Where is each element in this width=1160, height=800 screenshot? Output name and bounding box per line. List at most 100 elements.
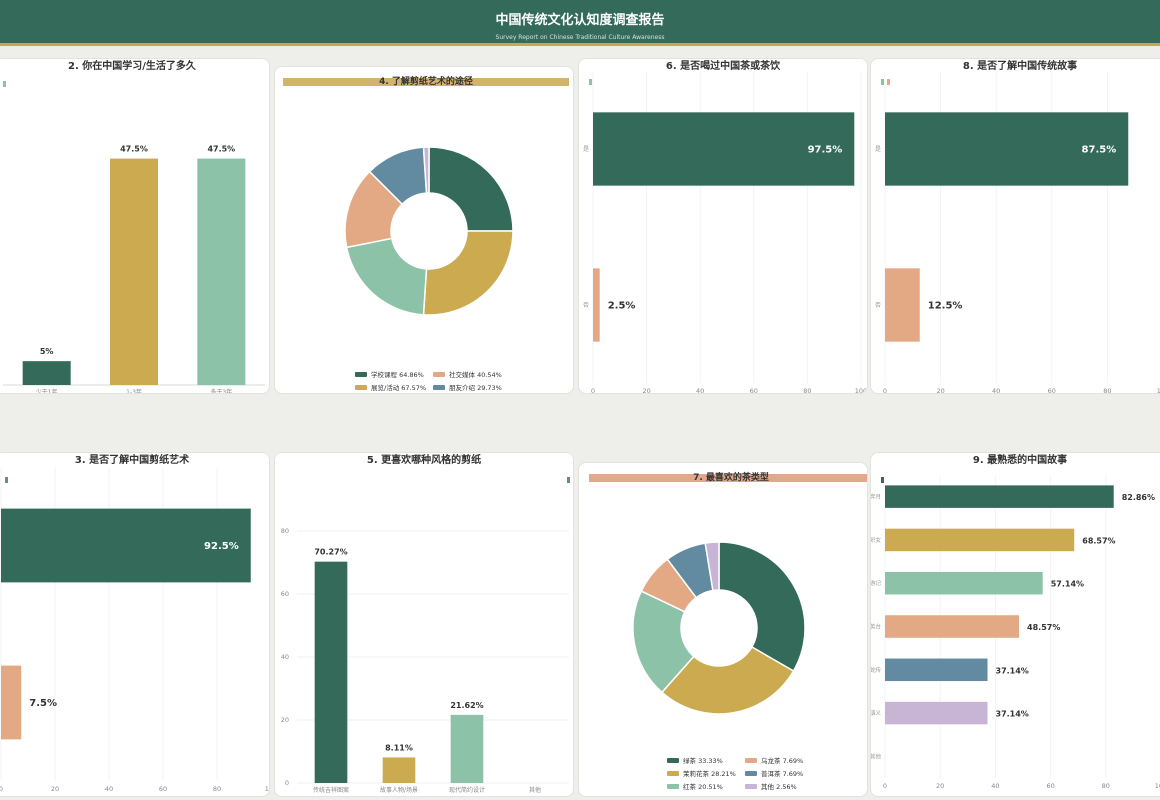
x-tick-label: 其他 — [529, 786, 541, 794]
bar — [450, 714, 484, 783]
chart-title-q3: 3. 是否了解中国剪纸艺术 — [74, 455, 190, 466]
x-tick-label: 80 — [803, 387, 811, 394]
data-label: 57.14% — [1051, 580, 1084, 589]
legend-swatch — [667, 770, 679, 776]
data-label: 92.5% — [204, 541, 239, 552]
bar — [22, 361, 71, 385]
bar — [885, 701, 988, 725]
chart-title-q2: 2. 你在中国学习/生活了多久 — [68, 61, 196, 72]
legend-item: 学校课程 64.86% — [355, 369, 433, 379]
x-tick-label: 60 — [1048, 387, 1056, 394]
legend-label: 乌龙茶 7.69% — [761, 757, 804, 765]
chart-title-q8: 8. 是否了解中国传统故事 — [962, 61, 1078, 72]
chart-title-q6: 6. 是否喝过中国茶或茶饮 — [665, 61, 781, 72]
data-label: 87.5% — [1082, 145, 1117, 156]
x-tick-label: 100 — [1157, 387, 1160, 394]
accent-mark — [589, 79, 592, 85]
legend-item: 绿茶 33.33% — [667, 755, 745, 765]
chart-panel-q8: 8. 是否了解中国传统故事 0 20 40 60 80 100 是 87.5% 否 12.5% — [870, 58, 1160, 394]
x-tick-label: 20 — [51, 785, 59, 793]
chart-panel-q2: 2. 你在中国学习/生活了多久 5% 少于1年 47.5% 1-3年 47.5% 多于3年 — [0, 58, 270, 394]
pie-slice — [632, 590, 695, 694]
pie-slice — [345, 237, 428, 316]
legend-item: 普洱茶 7.69% — [745, 768, 823, 778]
x-tick-label: 100 — [265, 785, 270, 793]
legend-label: 展览/活动 67.57% — [371, 384, 427, 392]
bar — [593, 112, 855, 186]
y-tick-label: 其他 — [871, 752, 881, 760]
y-tick-label: 否 — [583, 302, 589, 309]
accent-mark — [887, 79, 890, 85]
chart-panel-q9: 9. 最熟悉的中国故事 0 20 40 60 80 100 嫦娥奔月 82.86% 牛郎织女 68… — [870, 452, 1160, 797]
data-label: 21.62% — [450, 701, 483, 710]
legend-swatch — [745, 757, 757, 763]
data-label: 37.14% — [996, 710, 1029, 719]
bar — [885, 658, 988, 682]
y-tick-label: 梁山伯与祝英台 — [871, 623, 881, 631]
chart-panel-q4: 4. 了解剪纸艺术的途径 学校课程 64.86% 社交媒体 40.54% 展览/活动… — [274, 66, 574, 394]
accent-mark — [5, 477, 8, 483]
data-label: 97.5% — [808, 145, 843, 156]
x-tick-label: 20 — [936, 782, 944, 790]
chart-title-q7: 7. 最喜欢的茶类型 — [589, 474, 867, 483]
bar — [885, 268, 920, 342]
data-label: 47.5% — [120, 145, 148, 154]
data-label: 70.27% — [314, 548, 347, 557]
legend-label: 绿茶 33.33% — [683, 757, 723, 765]
data-label: 8.11% — [385, 743, 413, 752]
chart-q4 — [344, 146, 514, 316]
chart-panel-q3: 3. 是否了解中国剪纸艺术 020406080100是92.5%否7.5% — [0, 452, 270, 797]
data-label: 12.5% — [928, 301, 963, 312]
legend-q4: 学校课程 64.86% 社交媒体 40.54% 展览/活动 67.57% 朋友介绍 2… — [355, 369, 511, 393]
x-tick-label: 60 — [159, 785, 167, 793]
legend-swatch — [433, 384, 445, 390]
x-tick-label: 传统吉祥图案 — [313, 786, 349, 794]
x-tick-label: 故事人物/场景 — [380, 786, 418, 794]
legend-q7: 绿茶 33.33% 乌龙茶 7.69% 茉莉花茶 28.21% 普洱茶 7.69% 红茶… — [667, 755, 823, 791]
x-tick-label: 20 — [936, 387, 944, 394]
data-label: 5% — [40, 347, 54, 356]
y-tick-label: 40 — [281, 653, 289, 661]
x-tick-label: 少于1年 — [36, 388, 58, 394]
bar — [1, 508, 251, 583]
bar — [885, 112, 1129, 186]
bar — [885, 615, 1020, 638]
y-tick-label: 西游记 — [871, 579, 881, 587]
y-tick-label: 是 — [583, 146, 589, 153]
legend-item: 朋友介绍 29.73% — [433, 382, 511, 392]
report-banner: 中国传统文化认知度调查报告 Survey Report on Chinese T… — [0, 0, 1160, 46]
report-title: 中国传统文化认知度调查报告 — [495, 13, 665, 28]
legend-swatch — [433, 371, 445, 377]
x-tick-label: 40 — [991, 782, 999, 790]
y-tick-label: 三国演义 — [871, 709, 881, 717]
x-tick-label: 40 — [105, 785, 113, 793]
accent-mark — [567, 477, 570, 483]
data-label: 48.57% — [1027, 623, 1060, 632]
pie-slice — [428, 146, 514, 232]
accent-mark — [3, 81, 6, 87]
chart-q2: 5% 少于1年 47.5% 1-3年 47.5% 多于3年 — [3, 145, 265, 394]
y-tick-label: 牛郎织女 — [871, 536, 881, 544]
data-label: 68.57% — [1082, 536, 1115, 545]
pie-slice — [718, 541, 806, 673]
y-tick-label: 是 — [875, 146, 881, 153]
bar — [885, 571, 1043, 595]
x-tick-label: 1-3年 — [126, 388, 142, 394]
y-tick-label: 白蛇传 — [871, 666, 881, 674]
chart-q5: 0 20 40 60 80 70.27% 传统吉祥图案 8.11% 故事人物/场景 21.62% 现… — [281, 527, 569, 794]
bar — [885, 528, 1075, 552]
pie-slice — [422, 230, 514, 316]
chart-q7 — [632, 541, 806, 715]
x-tick-label: 80 — [1102, 782, 1110, 790]
bar — [197, 158, 246, 385]
data-label: 37.14% — [996, 666, 1029, 675]
chart-panel-q7: 7. 最喜欢的茶类型 绿茶 33.33% 乌龙茶 7.69% 茉莉花茶 28.21%… — [578, 462, 868, 797]
legend-label: 学校课程 64.86% — [371, 371, 424, 379]
pie-slice — [422, 146, 430, 194]
legend-item: 茉莉花茶 28.21% — [667, 768, 745, 778]
chart-title-q9: 9. 最熟悉的中国故事 — [972, 455, 1068, 466]
chart-q6: 0 20 40 60 80 100 是 97.5% 否 2.5% — [583, 71, 867, 394]
x-tick-label: 100 — [1155, 782, 1160, 790]
legend-item: 红茶 20.51% — [667, 781, 745, 791]
x-tick-label: 60 — [750, 387, 758, 394]
